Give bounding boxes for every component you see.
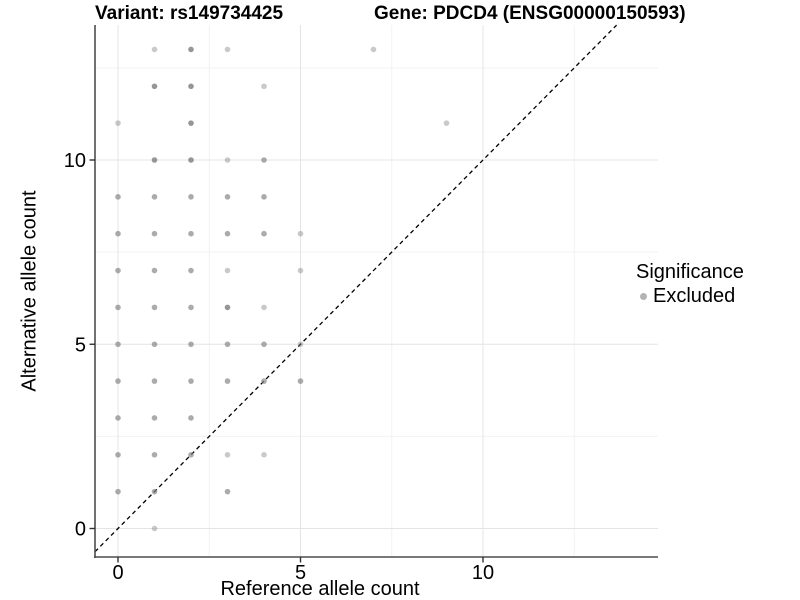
data-point	[115, 194, 121, 200]
data-point	[443, 120, 450, 126]
y-tick-label: 5	[75, 334, 86, 356]
data-point	[261, 157, 267, 163]
legend-item-excluded: Excluded	[636, 285, 744, 308]
data-point	[224, 304, 231, 311]
data-point	[188, 267, 194, 274]
variant-title: Variant: rs149734425	[95, 3, 284, 24]
data-point	[224, 230, 231, 237]
data-point	[151, 304, 158, 311]
data-point	[261, 378, 267, 384]
data-point	[188, 194, 194, 200]
data-point	[261, 230, 267, 237]
legend: Significance Excluded	[636, 261, 744, 308]
data-point	[261, 452, 267, 458]
y-tick-label: 10	[64, 150, 86, 172]
data-point	[151, 157, 158, 163]
x-tick-label: 5	[295, 562, 306, 584]
y-tick-label: 0	[75, 519, 86, 541]
data-point	[188, 304, 194, 311]
data-point	[224, 267, 231, 274]
data-point	[188, 46, 194, 53]
data-point	[261, 194, 267, 200]
excluded-point-icon	[640, 293, 647, 300]
data-point	[151, 194, 158, 200]
x-tick-label: 10	[472, 562, 494, 584]
data-point	[151, 525, 158, 532]
identity-line	[94, 24, 618, 553]
legend-item-label: Excluded	[653, 285, 736, 307]
data-point	[151, 267, 158, 274]
data-point	[224, 157, 231, 163]
data-point	[115, 452, 121, 458]
data-point	[188, 230, 194, 237]
data-point	[115, 488, 121, 495]
data-point	[151, 415, 158, 421]
data-point	[224, 194, 231, 200]
data-point	[261, 83, 267, 90]
data-point	[151, 230, 158, 237]
data-point	[261, 341, 267, 348]
data-point	[224, 378, 231, 384]
data-point	[224, 488, 231, 495]
gene-title: Gene: PDCD4 (ENSG00000150593)	[374, 3, 686, 24]
data-point	[224, 452, 231, 458]
data-point	[188, 120, 194, 126]
data-point	[188, 83, 194, 90]
data-point	[151, 83, 158, 90]
data-point	[224, 46, 231, 53]
legend-title: Significance	[636, 261, 744, 283]
data-point	[297, 341, 304, 348]
data-point	[115, 267, 121, 274]
data-point	[151, 46, 158, 53]
data-point	[115, 378, 121, 384]
data-point	[224, 341, 231, 348]
x-axis-title: Reference allele count	[220, 578, 420, 600]
data-point	[151, 341, 158, 348]
y-axis-title: Alternative allele count	[18, 190, 41, 392]
data-point	[151, 488, 158, 495]
data-point	[188, 415, 194, 421]
data-point	[115, 230, 121, 237]
data-point	[261, 304, 267, 311]
data-point	[370, 46, 377, 53]
x-tick-label: 0	[112, 562, 123, 584]
data-point	[297, 230, 304, 237]
data-point	[151, 378, 158, 384]
data-point	[115, 415, 121, 421]
data-point	[115, 341, 121, 348]
data-point	[188, 452, 194, 458]
data-point	[188, 157, 194, 163]
data-point	[115, 120, 121, 126]
data-point	[297, 267, 304, 274]
data-point	[115, 304, 121, 311]
data-point	[151, 452, 158, 458]
data-point	[188, 378, 194, 384]
data-point	[297, 378, 304, 384]
data-point	[188, 341, 194, 348]
